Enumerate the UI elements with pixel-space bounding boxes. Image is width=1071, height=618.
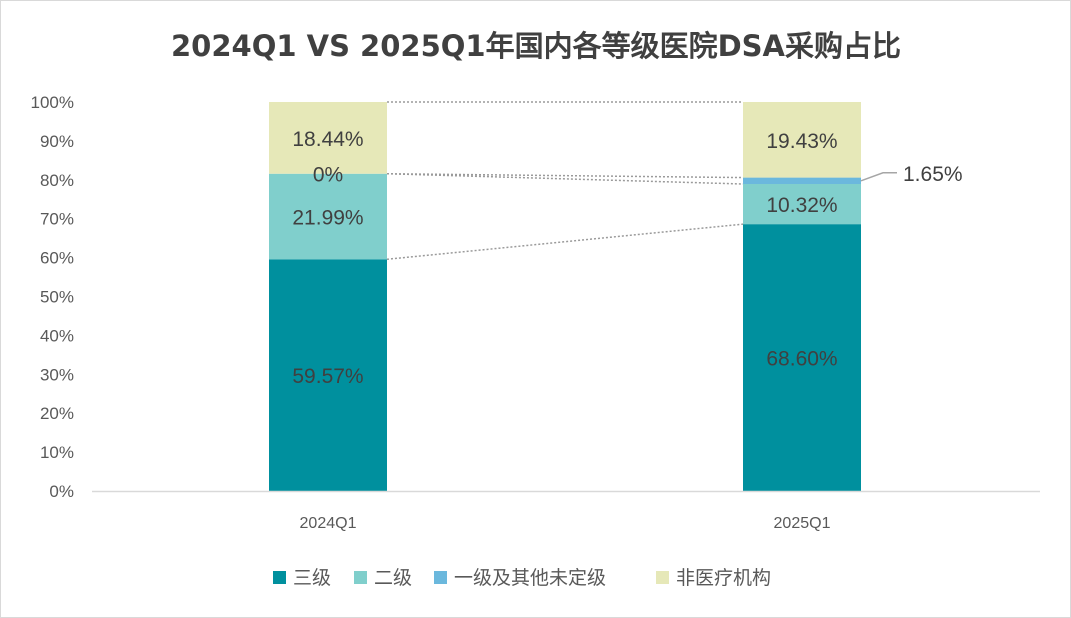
- data-label: 21.99%: [292, 207, 363, 230]
- chart-title: 2024Q1 VS 2025Q1年国内各等级医院DSA采购占比: [171, 29, 901, 63]
- x-tick-label: 2024Q1: [300, 515, 357, 532]
- legend-label: 一级及其他未定级: [454, 567, 606, 589]
- bar-segment: [269, 259, 387, 491]
- legend: 三级 二级 一级及其他未定级 非医疗机构: [273, 567, 771, 589]
- bar-segment: [743, 184, 861, 225]
- data-label: 19.43%: [766, 130, 837, 153]
- y-tick-label: 50%: [40, 288, 74, 307]
- y-tick-label: 100%: [31, 93, 74, 112]
- y-tick-label: 0%: [49, 482, 74, 501]
- series-line: [386, 223, 744, 261]
- data-label: 0%: [313, 164, 343, 187]
- data-label: 18.44%: [292, 128, 363, 151]
- legend-swatch: [354, 571, 367, 584]
- y-axis: 0% 10% 20% 30% 40% 50% 60% 70% 80% 90% 100%: [31, 93, 74, 501]
- series-line: [386, 172, 744, 185]
- y-tick-label: 70%: [40, 210, 74, 229]
- legend-label: 三级: [293, 567, 331, 589]
- series-lines: [386, 101, 744, 261]
- bar-segment: [269, 102, 387, 174]
- x-axis: 2024Q1 2025Q1: [92, 490, 1040, 532]
- legend-swatch: [434, 571, 447, 584]
- bar-segment: [269, 173, 387, 260]
- data-label: 10.32%: [766, 194, 837, 217]
- series-line: [386, 172, 744, 179]
- y-tick-label: 60%: [40, 249, 74, 268]
- legend-swatch: [656, 571, 669, 584]
- legend-swatch: [273, 571, 286, 584]
- data-label-leader: [860, 172, 897, 182]
- y-tick-label: 40%: [40, 326, 74, 345]
- legend-label: 非医疗机构: [676, 567, 771, 589]
- y-tick-label: 30%: [40, 365, 74, 384]
- data-label: 59.57%: [292, 365, 363, 388]
- data-label: 1.65%: [903, 163, 963, 186]
- bar-segment: [743, 102, 861, 178]
- bar-segment: [743, 224, 861, 491]
- x-tick-label: 2025Q1: [774, 515, 831, 532]
- legend-label: 二级: [374, 567, 412, 589]
- data-labels: 59.57% 68.60% 21.99% 10.32% 0% 1.65% 18.44% 19.…: [292, 128, 962, 388]
- bar-segment: [743, 177, 861, 185]
- bars: [269, 102, 861, 491]
- data-label: 68.60%: [766, 348, 837, 371]
- y-tick-label: 10%: [40, 443, 74, 462]
- y-tick-label: 20%: [40, 404, 74, 423]
- y-tick-label: 90%: [40, 132, 74, 151]
- y-tick-label: 80%: [40, 171, 74, 190]
